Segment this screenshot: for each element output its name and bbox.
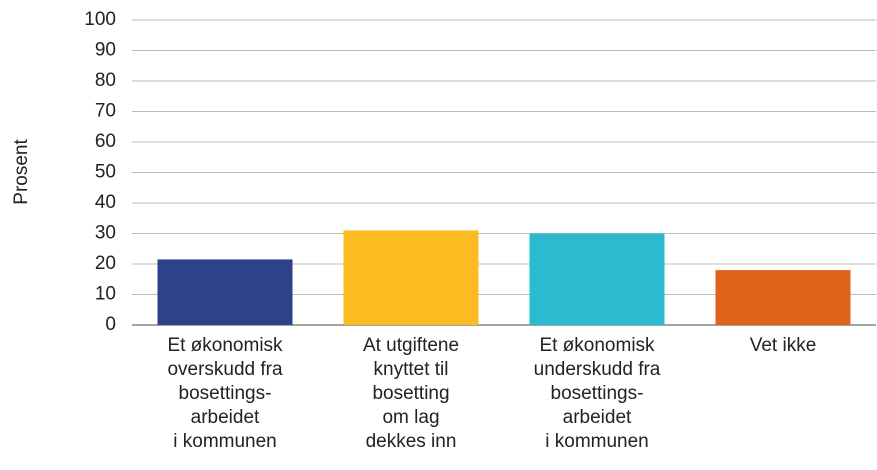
x-tick-label: Et økonomisk overskudd fra bosettings- a… [167,335,283,452]
bar [343,230,479,325]
y-tick-label: 30 [95,223,116,244]
y-axis-label: Prosent [11,139,32,205]
y-tick-label: 50 [95,162,116,183]
bar [715,270,851,325]
y-tick-label: 70 [95,101,116,122]
y-tick-label: 80 [95,70,116,91]
y-tick-label: 0 [105,314,116,335]
x-tick-label: At utgiftene knyttet til bosetting om la… [362,335,460,452]
y-tick-label: 20 [95,253,116,274]
x-tick-label: Vet ikke [749,335,817,356]
y-tick-label: 60 [95,131,116,152]
y-tick-label: 40 [95,192,116,213]
y-tick-label: 10 [95,284,116,305]
y-tick-label: 90 [95,40,116,61]
y-tick-label: 100 [84,9,116,30]
x-tick-label: Et økonomisk underskudd fra bosettings- … [533,335,661,452]
bar [157,259,293,325]
bar [529,233,665,325]
